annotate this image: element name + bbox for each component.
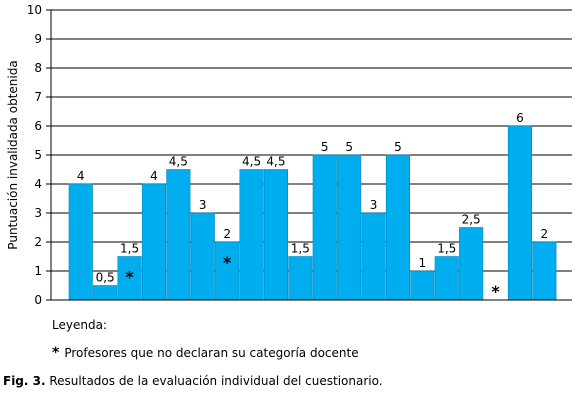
markers: * * *	[125, 253, 500, 301]
bar	[166, 169, 191, 301]
bar	[288, 256, 313, 301]
asterisk-marker: *	[223, 253, 232, 272]
bar	[93, 285, 118, 301]
bar	[385, 154, 411, 301]
grid-lines	[51, 9, 572, 272]
data-label: 3	[199, 198, 207, 212]
y-tick-label: 9	[34, 32, 42, 46]
y-tick-label: 5	[34, 148, 42, 162]
bar	[532, 241, 557, 301]
asterisk-marker: *	[491, 282, 500, 301]
data-label: 4	[150, 169, 158, 183]
data-label: 5	[394, 140, 402, 154]
y-tick-label: 6	[34, 119, 42, 133]
y-tick-label: 7	[34, 90, 42, 104]
legend-entry: * Profesores que no declaran su categoría…	[52, 345, 359, 361]
data-label: 3	[370, 198, 378, 212]
y-tick-label: 2	[34, 235, 42, 249]
bar	[337, 154, 362, 301]
y-tick-label: 8	[34, 61, 42, 75]
bar	[263, 169, 289, 301]
data-label: 2	[223, 227, 231, 241]
asterisk-marker: *	[125, 268, 134, 287]
y-axis-label: Puntuación invalidada obtenida	[6, 60, 20, 249]
bar	[239, 169, 264, 301]
bar	[312, 154, 337, 301]
data-label: 1,5	[291, 242, 310, 256]
data-label: 1	[419, 256, 427, 270]
bar	[190, 212, 215, 301]
figure-label: Fig. 3.	[3, 374, 46, 388]
legend-text: Profesores que no declaran su categoría …	[64, 346, 359, 360]
data-label: 2,5	[462, 213, 481, 227]
bar	[361, 212, 386, 301]
asterisk-marker: *	[52, 345, 60, 361]
bar	[141, 183, 166, 301]
data-label: 4,5	[266, 155, 285, 169]
bar	[507, 125, 533, 301]
bar	[434, 256, 459, 301]
data-label: 4	[77, 169, 85, 183]
legend-title: Leyenda:	[52, 318, 107, 332]
data-label: 4,5	[242, 155, 261, 169]
caption-text: Resultados de la evaluación individual d…	[45, 374, 383, 388]
data-label: 2	[541, 227, 549, 241]
bar	[410, 270, 435, 301]
y-tick-label: 1	[34, 264, 42, 278]
bar	[68, 183, 93, 301]
bar-chart: 0 1 2 3 4 5 6 7 8 9 10 4 0,5 1,5 4 4,5 3 2 4,5 4,5 1,5 5 5 3 5 1…	[6, 3, 572, 307]
bars	[68, 125, 557, 301]
data-label: 5	[321, 140, 329, 154]
axes	[50, 10, 572, 301]
data-label: 1,5	[120, 242, 139, 256]
y-tick-label: 10	[27, 3, 42, 17]
data-label: 4,5	[169, 155, 188, 169]
figure-caption: Fig. 3. Resultados de la evaluación indi…	[3, 374, 383, 388]
data-label: 6	[516, 111, 524, 125]
data-label: 1,5	[437, 242, 456, 256]
data-labels: 4 0,5 1,5 4 4,5 3 2 4,5 4,5 1,5 5 5 3 5 1 1,5 2,5 6 2	[77, 111, 548, 285]
data-label: 0,5	[96, 271, 115, 285]
y-axis-ticks: 0 1 2 3 4 5 6 7 8 9 10	[27, 3, 51, 307]
y-tick-label: 0	[34, 293, 42, 307]
bar	[459, 227, 484, 301]
y-tick-label: 4	[34, 177, 42, 191]
data-label: 5	[345, 140, 353, 154]
y-tick-label: 3	[34, 206, 42, 220]
